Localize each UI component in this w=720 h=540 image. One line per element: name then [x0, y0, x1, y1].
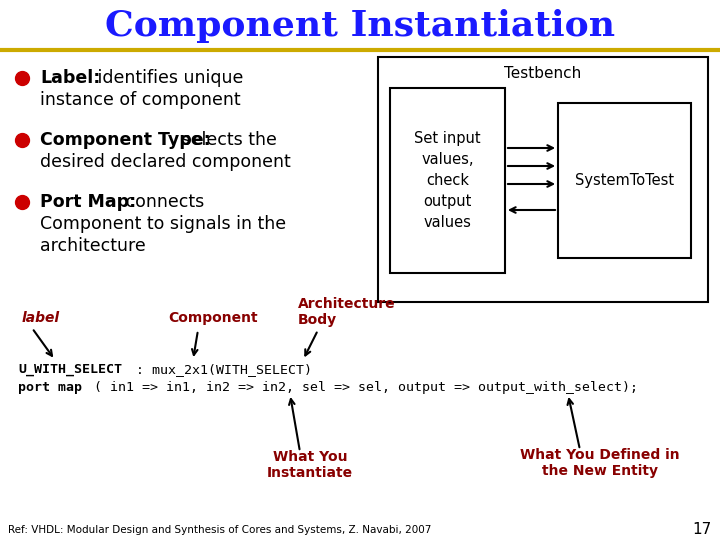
Text: Port Map:: Port Map: [40, 193, 136, 211]
Text: Label:: Label: [40, 69, 100, 87]
Text: Architecture
Body: Architecture Body [298, 297, 395, 327]
Text: Set input
values,
check
output
values: Set input values, check output values [414, 131, 481, 230]
Text: : mux_2x1(WITH_SELECT): : mux_2x1(WITH_SELECT) [128, 363, 312, 376]
Text: Component Type:: Component Type: [40, 131, 211, 149]
Text: Component to signals in the: Component to signals in the [40, 215, 286, 233]
Text: What You Defined in
the New Entity: What You Defined in the New Entity [520, 448, 680, 478]
Text: ( in1 => in1, in2 => in2, sel => sel, output => output_with_select);: ( in1 => in1, in2 => in2, sel => sel, ou… [86, 381, 638, 395]
Text: Ref: VHDL: Modular Design and Synthesis of Cores and Systems, Z. Navabi, 2007: Ref: VHDL: Modular Design and Synthesis … [8, 525, 431, 535]
Text: desired declared component: desired declared component [40, 153, 291, 171]
Text: port map: port map [18, 381, 82, 395]
Text: 17: 17 [693, 523, 712, 537]
Bar [390, 88, 505, 273]
Text: connects: connects [120, 193, 204, 211]
Text: instance of component: instance of component [40, 91, 240, 109]
Bar [558, 103, 691, 258]
Bar [378, 57, 708, 302]
Text: label: label [22, 311, 60, 325]
Text: Component Instantiation: Component Instantiation [105, 9, 615, 43]
Text: identifies unique: identifies unique [92, 69, 243, 87]
Text: U_WITH_SELECT: U_WITH_SELECT [18, 363, 122, 376]
Text: architecture: architecture [40, 237, 145, 255]
Text: What You
Instantiate: What You Instantiate [267, 450, 353, 480]
Text: selects the: selects the [176, 131, 277, 149]
Text: Testbench: Testbench [505, 65, 582, 80]
Text: SystemToTest: SystemToTest [575, 173, 674, 188]
Text: Component: Component [168, 311, 258, 325]
